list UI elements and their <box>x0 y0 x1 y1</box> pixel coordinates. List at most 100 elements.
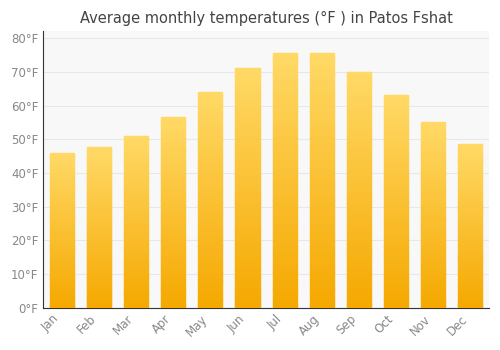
Bar <box>458 211 482 214</box>
Bar <box>458 303 482 306</box>
Bar <box>50 276 74 279</box>
Bar <box>272 126 296 130</box>
Bar <box>310 193 334 196</box>
Bar <box>458 295 482 298</box>
Bar <box>310 139 334 142</box>
Bar <box>124 301 148 303</box>
Bar <box>50 168 74 170</box>
Bar <box>310 63 334 66</box>
Bar <box>272 190 296 193</box>
Bar <box>50 238 74 240</box>
Bar <box>272 196 296 200</box>
Bar <box>310 152 334 155</box>
Bar <box>87 194 111 196</box>
Bar <box>384 223 408 225</box>
Bar <box>384 191 408 194</box>
Bar <box>384 233 408 236</box>
Bar <box>50 154 74 156</box>
Bar <box>347 263 371 266</box>
Bar <box>198 159 222 162</box>
Bar <box>236 206 260 209</box>
Bar <box>161 127 186 129</box>
Bar <box>347 80 371 84</box>
Bar <box>87 147 111 150</box>
Bar <box>50 226 74 228</box>
Bar <box>347 75 371 78</box>
Bar <box>50 251 74 253</box>
Bar <box>236 233 260 236</box>
Bar <box>310 206 334 209</box>
Bar <box>198 288 222 292</box>
Bar <box>161 148 186 150</box>
Bar <box>347 198 371 202</box>
Bar <box>384 130 408 133</box>
Bar <box>310 69 334 72</box>
Bar <box>198 148 222 151</box>
Bar <box>310 279 334 282</box>
Bar <box>161 203 186 205</box>
Bar <box>458 144 482 146</box>
Bar <box>421 148 446 150</box>
Bar <box>198 302 222 305</box>
Bar <box>458 185 482 187</box>
Bar <box>236 260 260 263</box>
Bar <box>50 211 74 213</box>
Bar <box>421 125 446 127</box>
Bar <box>272 72 296 76</box>
Bar <box>310 199 334 203</box>
Bar <box>87 172 111 174</box>
Bar <box>236 274 260 278</box>
Bar <box>236 254 260 257</box>
Bar <box>124 234 148 237</box>
Bar <box>347 225 371 228</box>
Bar <box>384 252 408 254</box>
Bar <box>347 172 371 175</box>
Bar <box>310 250 334 253</box>
Bar <box>310 304 334 308</box>
Bar <box>458 273 482 275</box>
Bar <box>272 155 296 158</box>
Bar <box>421 138 446 141</box>
Bar <box>458 262 482 265</box>
Bar <box>272 104 296 107</box>
Bar <box>421 175 446 178</box>
Bar <box>198 135 222 138</box>
Bar <box>161 250 186 253</box>
Bar <box>236 221 260 224</box>
Bar <box>272 199 296 203</box>
Bar <box>272 177 296 181</box>
Bar <box>347 231 371 234</box>
Bar <box>236 293 260 296</box>
Bar <box>236 227 260 230</box>
Bar <box>421 182 446 185</box>
Bar <box>87 166 111 168</box>
Bar <box>347 251 371 254</box>
Bar <box>347 110 371 113</box>
Bar <box>161 120 186 122</box>
Bar <box>198 124 222 127</box>
Bar <box>272 304 296 308</box>
Bar <box>458 201 482 203</box>
Bar <box>458 167 482 169</box>
Bar <box>421 243 446 245</box>
Bar <box>347 275 371 278</box>
Bar <box>124 153 148 155</box>
Bar <box>124 170 148 172</box>
Bar <box>272 152 296 155</box>
Bar <box>272 66 296 69</box>
Bar <box>310 241 334 244</box>
Bar <box>421 222 446 224</box>
Bar <box>384 196 408 199</box>
Bar <box>384 257 408 260</box>
Bar <box>198 138 222 141</box>
Bar <box>124 168 148 170</box>
Bar <box>161 298 186 300</box>
Bar <box>161 198 186 201</box>
Bar <box>458 152 482 154</box>
Bar <box>310 177 334 181</box>
Bar <box>384 268 408 271</box>
Bar <box>347 86 371 90</box>
Bar <box>384 284 408 286</box>
Bar <box>161 160 186 162</box>
Bar <box>421 224 446 226</box>
